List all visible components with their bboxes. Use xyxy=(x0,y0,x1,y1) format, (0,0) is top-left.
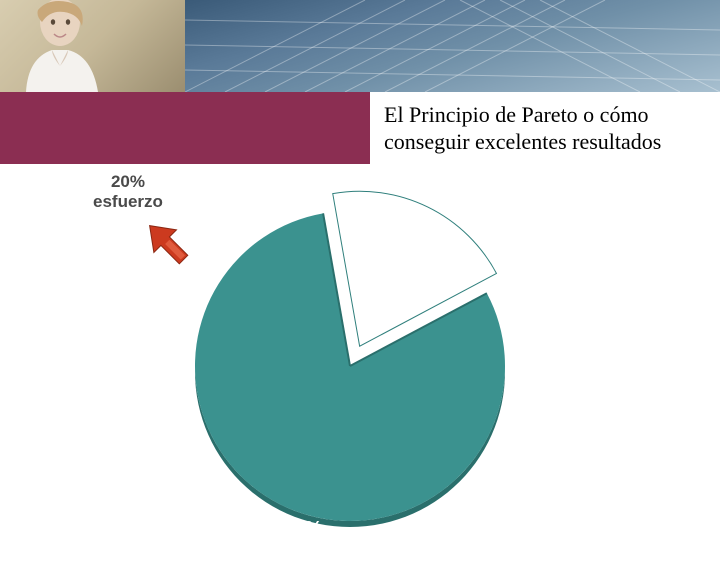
person-silhouette-icon xyxy=(8,0,128,92)
pie-svg xyxy=(180,186,520,546)
header-photo-left xyxy=(0,0,185,92)
slice-small-percent: 20% xyxy=(93,172,163,192)
band-accent xyxy=(0,92,370,164)
header-photo-right xyxy=(185,0,720,92)
chart-area: 20% esfuerzo 80% resultados xyxy=(0,164,720,540)
header-banner xyxy=(0,0,720,92)
page-title: El Principio de Pareto o cómo conseguir … xyxy=(384,101,720,156)
slice-big-word: resultados xyxy=(252,541,353,564)
slice-small-word: esfuerzo xyxy=(93,192,163,212)
slice-label-big: 80% resultados xyxy=(252,518,353,564)
slice-label-small: 20% esfuerzo xyxy=(93,172,163,212)
title-band: El Principio de Pareto o cómo conseguir … xyxy=(0,92,720,164)
band-title-area: El Principio de Pareto o cómo conseguir … xyxy=(370,92,720,164)
pie-chart xyxy=(180,186,520,526)
building-pattern-icon xyxy=(185,0,720,92)
arrow-icon xyxy=(138,214,198,284)
slice-big-percent: 80% xyxy=(252,518,353,541)
